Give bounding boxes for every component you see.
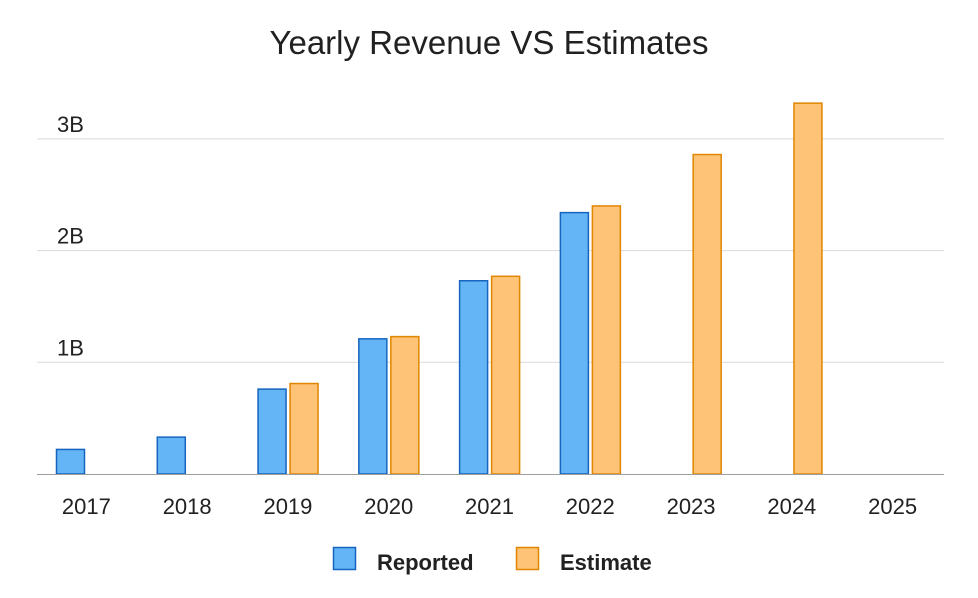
legend-swatch-estimate <box>515 546 540 571</box>
chart-title: Yearly Revenue VS Estimates <box>269 24 708 61</box>
x-tick-label: 2022 <box>566 494 615 519</box>
x-tick-label: 2025 <box>868 494 917 519</box>
bar-reported-2018[interactable] <box>156 436 187 475</box>
x-tick-label: 2021 <box>465 494 514 519</box>
y-tick-label: 1B <box>57 335 84 360</box>
legend-label-estimate[interactable]: Estimate <box>560 550 652 575</box>
x-tick-label: 2023 <box>667 494 716 519</box>
bar-reported-2021[interactable] <box>458 280 489 475</box>
legend: Reported Estimate <box>332 546 652 575</box>
legend-swatch-reported <box>332 546 357 571</box>
x-tick-label: 2018 <box>163 494 212 519</box>
y-tick-label: 2B <box>57 224 84 249</box>
x-tick-label: 2020 <box>364 494 413 519</box>
x-tick-label: 2019 <box>263 494 312 519</box>
bar-estimate-2021[interactable] <box>490 275 521 475</box>
bar-reported-2022[interactable] <box>559 211 590 475</box>
x-axis-ticks: 2017 2018 2019 2020 2021 2022 2023 2024 2025 <box>62 494 917 519</box>
y-axis-ticks: 1B 2B 3B <box>57 112 84 360</box>
bar-estimate-2020[interactable] <box>390 335 420 475</box>
y-tick-label: 3B <box>57 112 84 137</box>
bar-estimate-2022[interactable] <box>591 205 622 475</box>
bar-estimate-2019[interactable] <box>289 382 319 475</box>
legend-label-reported[interactable]: Reported <box>377 550 474 575</box>
bar-estimate-2024[interactable] <box>793 102 823 475</box>
x-tick-label: 2024 <box>767 494 816 519</box>
bar-reported-2019[interactable] <box>257 388 287 475</box>
gridlines <box>37 138 944 363</box>
bar-reported-2020[interactable] <box>358 338 388 475</box>
bars <box>55 102 823 475</box>
bar-estimate-2023[interactable] <box>692 153 722 475</box>
x-tick-label: 2017 <box>62 494 111 519</box>
bar-reported-2017[interactable] <box>55 448 86 475</box>
